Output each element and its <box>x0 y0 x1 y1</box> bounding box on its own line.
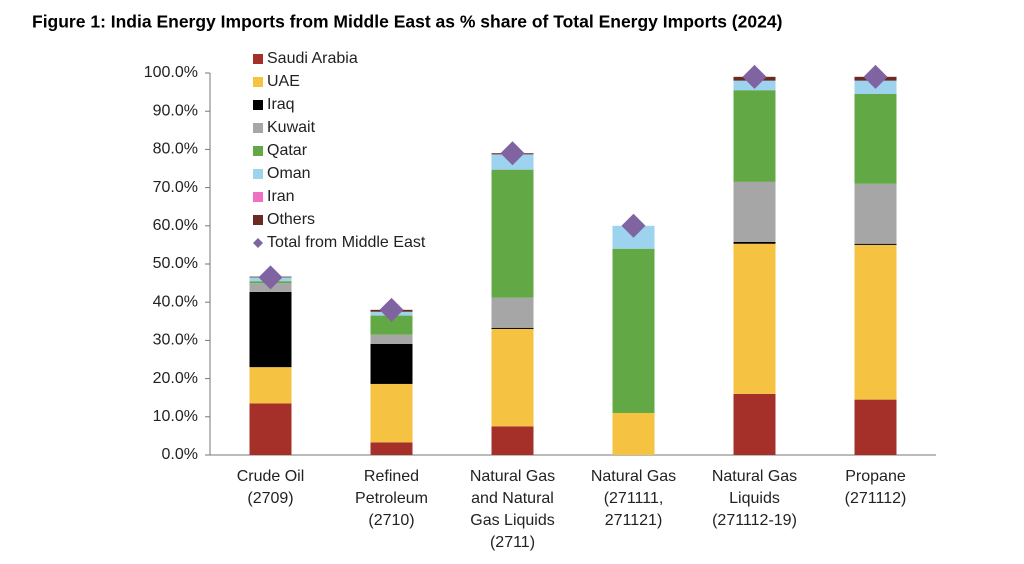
bar-segment <box>854 243 897 245</box>
bar-segment <box>249 403 292 455</box>
x-tick-label: (271111, <box>604 490 664 507</box>
x-tick-label: (2711) <box>490 534 535 551</box>
legend-label: Oman <box>267 165 311 182</box>
x-tick-label: Crude Oil <box>237 468 305 485</box>
chart-title: Figure 1: India Energy Imports from Midd… <box>32 12 782 32</box>
y-tick-label: 60.0% <box>153 217 198 234</box>
bar-segment <box>854 244 897 400</box>
legend-swatch <box>253 54 263 64</box>
x-tick-label: 271121) <box>605 512 663 529</box>
y-tick-label: 40.0% <box>153 293 198 310</box>
y-tick-label: 10.0% <box>153 408 198 425</box>
y-tick-label: 70.0% <box>153 179 198 196</box>
y-tick-label: 30.0% <box>153 332 198 349</box>
x-tick-label: (2709) <box>247 490 293 507</box>
total-marker <box>379 297 404 322</box>
bar-segment <box>491 327 534 329</box>
bar-segment <box>370 334 413 344</box>
bar-segment <box>491 169 534 298</box>
y-tick-label: 100.0% <box>144 64 198 81</box>
bar-segment <box>854 399 897 455</box>
total-marker <box>258 265 283 290</box>
x-tick-label: and Natural <box>471 490 554 507</box>
x-tick-label: Refined <box>364 468 419 485</box>
legend-swatch <box>253 100 263 110</box>
y-tick-label: 90.0% <box>153 102 198 119</box>
legend-swatch <box>253 215 263 225</box>
x-tick-label: Natural Gas <box>591 468 676 485</box>
x-tick-label: (2710) <box>368 512 414 529</box>
bar-segment <box>733 90 776 182</box>
legend-swatch <box>253 192 263 202</box>
bar-segment <box>249 291 292 368</box>
legend-swatch <box>253 123 263 133</box>
bar-segment <box>491 426 534 455</box>
legend-label: Iraq <box>267 96 295 113</box>
bar-segment <box>612 412 655 455</box>
legend-label: Kuwait <box>267 119 316 136</box>
legend-label: UAE <box>267 73 300 90</box>
y-tick-label: 0.0% <box>162 446 198 463</box>
bar-segment <box>370 442 413 455</box>
total-marker <box>742 64 767 89</box>
x-tick-label: Natural Gas <box>712 468 797 485</box>
legend-swatch <box>253 169 263 179</box>
legend-label: Total from Middle East <box>267 234 426 251</box>
bar-segment <box>249 367 292 404</box>
legend-swatch <box>253 146 263 156</box>
y-tick-label: 50.0% <box>153 255 198 272</box>
x-tick-label: Petroleum <box>355 490 428 507</box>
bar-segment <box>370 383 413 443</box>
total-marker <box>863 64 888 89</box>
x-tick-label: Liquids <box>729 490 780 507</box>
bar-segment <box>370 315 413 335</box>
bar-segment <box>733 393 776 455</box>
bar-segment <box>854 94 897 184</box>
legend-swatch <box>253 77 263 87</box>
bar-segment <box>733 241 776 244</box>
legend-label: Saudi Arabia <box>267 50 358 67</box>
bar-segment <box>733 243 776 394</box>
bar-segment <box>733 181 776 242</box>
bar-segment <box>491 297 534 328</box>
x-tick-label: (271112) <box>845 490 907 507</box>
y-tick-label: 80.0% <box>153 141 198 158</box>
legend-label: Iran <box>267 188 295 205</box>
total-marker <box>500 141 525 166</box>
legend-label: Others <box>267 211 315 228</box>
total-marker <box>621 213 646 238</box>
bar-segment <box>491 328 534 427</box>
bar-segment <box>612 248 655 413</box>
x-tick-label: Natural Gas <box>470 468 555 485</box>
bar-segment <box>854 183 897 244</box>
x-tick-label: (271112-19) <box>712 512 797 529</box>
legend-marker <box>253 238 263 248</box>
x-tick-label: Gas Liquids <box>470 512 555 529</box>
legend-label: Qatar <box>267 142 308 159</box>
x-tick-label: Propane <box>845 468 906 485</box>
bar-segment <box>370 343 413 384</box>
y-tick-label: 20.0% <box>153 370 198 387</box>
